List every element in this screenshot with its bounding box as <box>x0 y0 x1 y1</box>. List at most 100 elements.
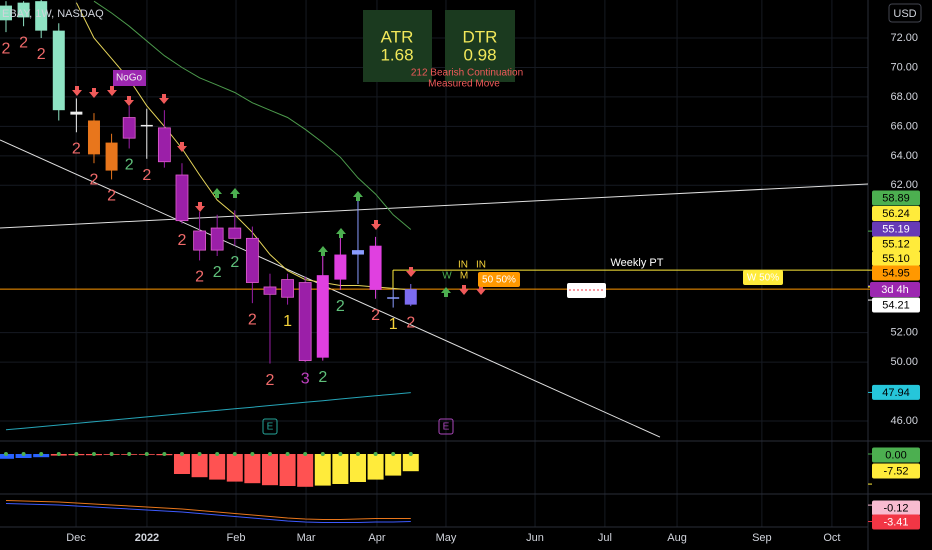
countdown-box <box>870 282 920 297</box>
target-label: W 50% <box>747 273 779 284</box>
moving-average <box>93 0 412 230</box>
candle-body <box>17 2 30 18</box>
nogo-label: NoGo <box>116 73 143 84</box>
candle-body <box>87 120 100 155</box>
x-tick-label: Sep <box>752 532 772 544</box>
y-tick-label: 66.00 <box>890 120 918 132</box>
y-tick-label: 70.00 <box>890 61 918 73</box>
oscillator-line <box>5 500 411 520</box>
candle-body <box>105 142 118 171</box>
strat-label: 2 <box>107 188 116 205</box>
countdown: 3d 4h <box>881 284 909 296</box>
histogram-dot <box>338 452 343 456</box>
atr-value: 1.68 <box>380 45 413 64</box>
axis-label: 58.89 <box>882 192 910 204</box>
axis-label-box <box>872 206 920 221</box>
histogram-bar <box>244 454 261 484</box>
axis-label: 56.24 <box>882 208 910 220</box>
strat-label: 2 <box>230 254 239 271</box>
candle-body <box>0 5 12 21</box>
strat-label: 2 <box>213 264 222 281</box>
x-tick-label: Aug <box>667 532 687 544</box>
histogram-dot <box>408 452 413 456</box>
histogram-dot <box>303 452 308 456</box>
axis-label-box <box>872 447 920 463</box>
earnings-label: E <box>267 422 274 433</box>
strat-label: 2 <box>178 232 187 249</box>
plot-area <box>0 0 868 523</box>
histogram-bar <box>0 454 14 459</box>
candle-body <box>210 227 224 251</box>
histogram-dot <box>267 452 272 456</box>
strat-label: 2 <box>371 307 380 324</box>
axis-label: 54.21 <box>882 299 910 311</box>
axis-label: -0.12 <box>883 502 908 514</box>
candle-body <box>228 227 242 239</box>
histogram-dot <box>232 452 237 456</box>
histogram-dot <box>373 452 378 456</box>
candle-body <box>70 111 83 115</box>
strat-label: 2 <box>90 171 99 188</box>
y-tick-label: 46.00 <box>890 415 918 427</box>
x-tick-label: Mar <box>297 532 316 544</box>
candle-body <box>351 250 364 255</box>
histogram-dot <box>355 452 360 456</box>
strat-label: 2 <box>266 372 275 389</box>
x-tick-label: Jun <box>526 532 544 544</box>
candle-body <box>387 297 400 299</box>
axis-label-box <box>872 221 920 237</box>
histogram-bar <box>173 454 190 474</box>
strat-label: 3 <box>301 370 310 387</box>
chart-title: EBAY, 1W, NASDAQ <box>2 8 104 20</box>
strat-label: 2 <box>195 269 204 286</box>
axis-label: 55.12 <box>882 238 910 250</box>
histogram-bar <box>261 454 278 486</box>
strat-label: 2 <box>248 311 257 328</box>
candle-body <box>52 30 65 111</box>
moving-average <box>5 392 411 431</box>
axis-label-box <box>872 190 920 206</box>
candle-body <box>263 286 277 295</box>
y-tick-label: 72.00 <box>890 32 918 44</box>
strat-label: 2 <box>72 140 81 157</box>
x-tick-label: May <box>436 532 457 544</box>
histogram-dot <box>39 452 44 456</box>
histogram-dot <box>109 452 114 456</box>
strat-label: 2 <box>2 40 11 57</box>
axis-label-box <box>872 251 920 266</box>
y-tick-label: 52.00 <box>890 327 918 339</box>
earnings-box <box>438 418 454 435</box>
x-tick-label: Dec <box>66 532 86 544</box>
dtr-value: 0.98 <box>463 45 496 64</box>
histogram-dot <box>3 452 8 456</box>
atr-box <box>363 10 432 82</box>
axis-label-box <box>872 514 920 530</box>
histogram-dot <box>285 452 290 456</box>
histogram-bar <box>402 454 419 472</box>
histogram-bar <box>209 454 226 480</box>
histogram-dot <box>320 452 325 456</box>
strat-label: 1 <box>283 313 292 330</box>
histogram-bar <box>314 454 331 486</box>
m-label: M <box>460 271 468 282</box>
dtr-box <box>445 10 515 82</box>
candle-body <box>35 1 48 31</box>
histogram-bar <box>191 454 208 478</box>
histogram-dot <box>56 452 61 456</box>
candle-body <box>157 127 171 163</box>
y-tick-label: 68.00 <box>890 91 918 103</box>
target-box <box>743 270 783 285</box>
x-tick-label: 2022 <box>135 532 159 544</box>
strat-label: 2 <box>406 314 415 331</box>
histogram-bar <box>367 454 384 480</box>
axis-label: 54.95 <box>882 267 910 279</box>
histogram-dot <box>179 452 184 456</box>
histogram-dot <box>144 452 149 456</box>
axis-label-box <box>872 384 920 400</box>
histogram-bar <box>349 454 366 482</box>
axis-label-box <box>872 297 920 313</box>
grid <box>0 0 868 527</box>
currency: USD <box>893 8 916 20</box>
